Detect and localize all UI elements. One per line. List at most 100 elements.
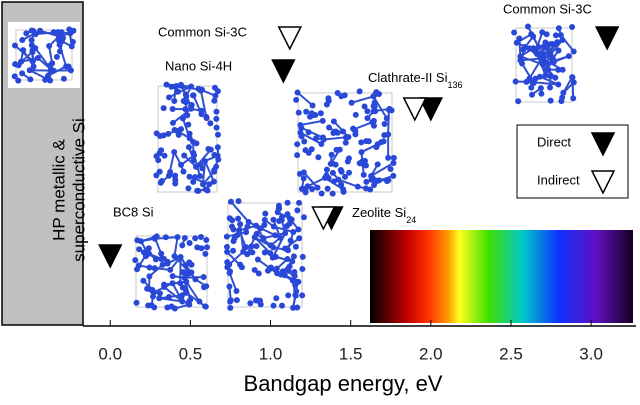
crystal-image [153, 81, 222, 194]
crystal-atom [385, 131, 392, 138]
crystal-atom [569, 74, 576, 81]
crystal-atom [229, 217, 236, 224]
crystal-atom [245, 219, 252, 226]
crystal-image [8, 22, 80, 88]
crystal-atom [253, 230, 260, 237]
crystal-atom [19, 37, 26, 44]
crystal-atom [290, 229, 297, 236]
crystal-atom [181, 152, 188, 159]
crystal-atom [207, 146, 214, 153]
crystal-atom [193, 163, 200, 170]
crystal-atom [303, 108, 310, 115]
crystal-atom [198, 86, 205, 93]
crystal-bond [171, 282, 184, 302]
legend-marker [590, 170, 616, 195]
material-label: Zeolite Si24 [352, 205, 416, 225]
marker [277, 26, 302, 51]
crystal-atom [161, 281, 168, 288]
crystal-atom [188, 269, 195, 276]
crystal-atom [261, 222, 268, 229]
crystal-atom [294, 207, 301, 214]
crystal-atom [171, 149, 178, 156]
metallic-label: HP metallic & [49, 138, 68, 240]
crystal-atom [294, 152, 301, 159]
crystal-atom [226, 261, 233, 268]
crystal-image [132, 233, 210, 312]
crystal-atom [197, 233, 204, 240]
crystal-atom [261, 216, 268, 223]
crystal-bond [163, 286, 183, 303]
crystal-atom [549, 58, 556, 65]
crystal-atom [289, 258, 296, 265]
crystal-atom [155, 157, 162, 164]
crystal-atom [285, 267, 292, 274]
crystal-image [511, 23, 577, 105]
crystal-atom [213, 124, 220, 131]
crystal-atom [354, 183, 361, 190]
crystal-atom [171, 126, 178, 133]
crystal-atom [201, 284, 208, 291]
crystal-atom [182, 99, 189, 106]
crystal-atom [374, 141, 381, 148]
crystal-atom [160, 132, 167, 139]
crystal-atom [166, 94, 173, 101]
crystal-bond [387, 109, 390, 135]
crystal-atom [545, 61, 552, 68]
crystal-atom [140, 277, 147, 284]
crystal-atom [348, 99, 355, 106]
crystal-bond [351, 95, 374, 104]
crystal-atom [58, 29, 65, 36]
crystal-bond [539, 75, 559, 86]
crystal-atom [167, 168, 174, 175]
crystal-atom [333, 146, 340, 153]
x-tick-label: 3.0 [579, 344, 603, 363]
crystal-atom [292, 243, 299, 250]
crystal-atom [11, 73, 18, 80]
crystal-atom [335, 176, 342, 183]
crystal-atom [180, 269, 187, 276]
crystal-atom [356, 88, 363, 95]
crystal-atom [243, 244, 250, 251]
crystal-bond [228, 272, 238, 292]
crystal-atom [387, 166, 394, 173]
crystal-atom [512, 78, 519, 85]
crystal-atom [233, 288, 240, 295]
subscript: 136 [447, 80, 462, 90]
crystal-atom [385, 106, 392, 113]
crystal-atom [233, 297, 240, 304]
crystal-atom [53, 53, 60, 60]
crystal-atom [254, 297, 261, 304]
crystal-atom [50, 67, 57, 74]
crystal-atom [196, 298, 203, 305]
crystal-atom [15, 77, 22, 84]
crystal-atom [569, 24, 576, 31]
crystal-atom [178, 161, 185, 168]
crystal-atom [179, 242, 186, 249]
crystal-atom [65, 63, 72, 70]
crystal-atom [162, 234, 169, 241]
crystal-atom [314, 184, 321, 191]
crystal-atom [178, 126, 185, 133]
crystal-atom [296, 170, 303, 177]
crystal-atom [319, 134, 326, 141]
crystal-bond [520, 57, 542, 62]
crystal-atom [560, 89, 567, 96]
crystal-atom [352, 131, 359, 138]
crystal-atom [253, 222, 260, 229]
crystal-atom [199, 181, 206, 188]
crystal-atom [157, 179, 164, 186]
crystal-atom [253, 243, 260, 250]
crystal-atom [160, 105, 167, 112]
crystal-atom [203, 244, 210, 251]
crystal-atom [282, 230, 289, 237]
crystal-atom [37, 27, 44, 34]
crystal-atom [390, 154, 397, 161]
crystal-atom [323, 166, 330, 173]
crystal-atom [200, 273, 207, 280]
crystal-atom [214, 144, 221, 151]
crystal-atom [295, 226, 302, 233]
crystal-atom [542, 72, 549, 79]
crystal-atom [177, 254, 184, 261]
crystal-atom [199, 165, 206, 172]
crystal-atom [158, 250, 165, 257]
